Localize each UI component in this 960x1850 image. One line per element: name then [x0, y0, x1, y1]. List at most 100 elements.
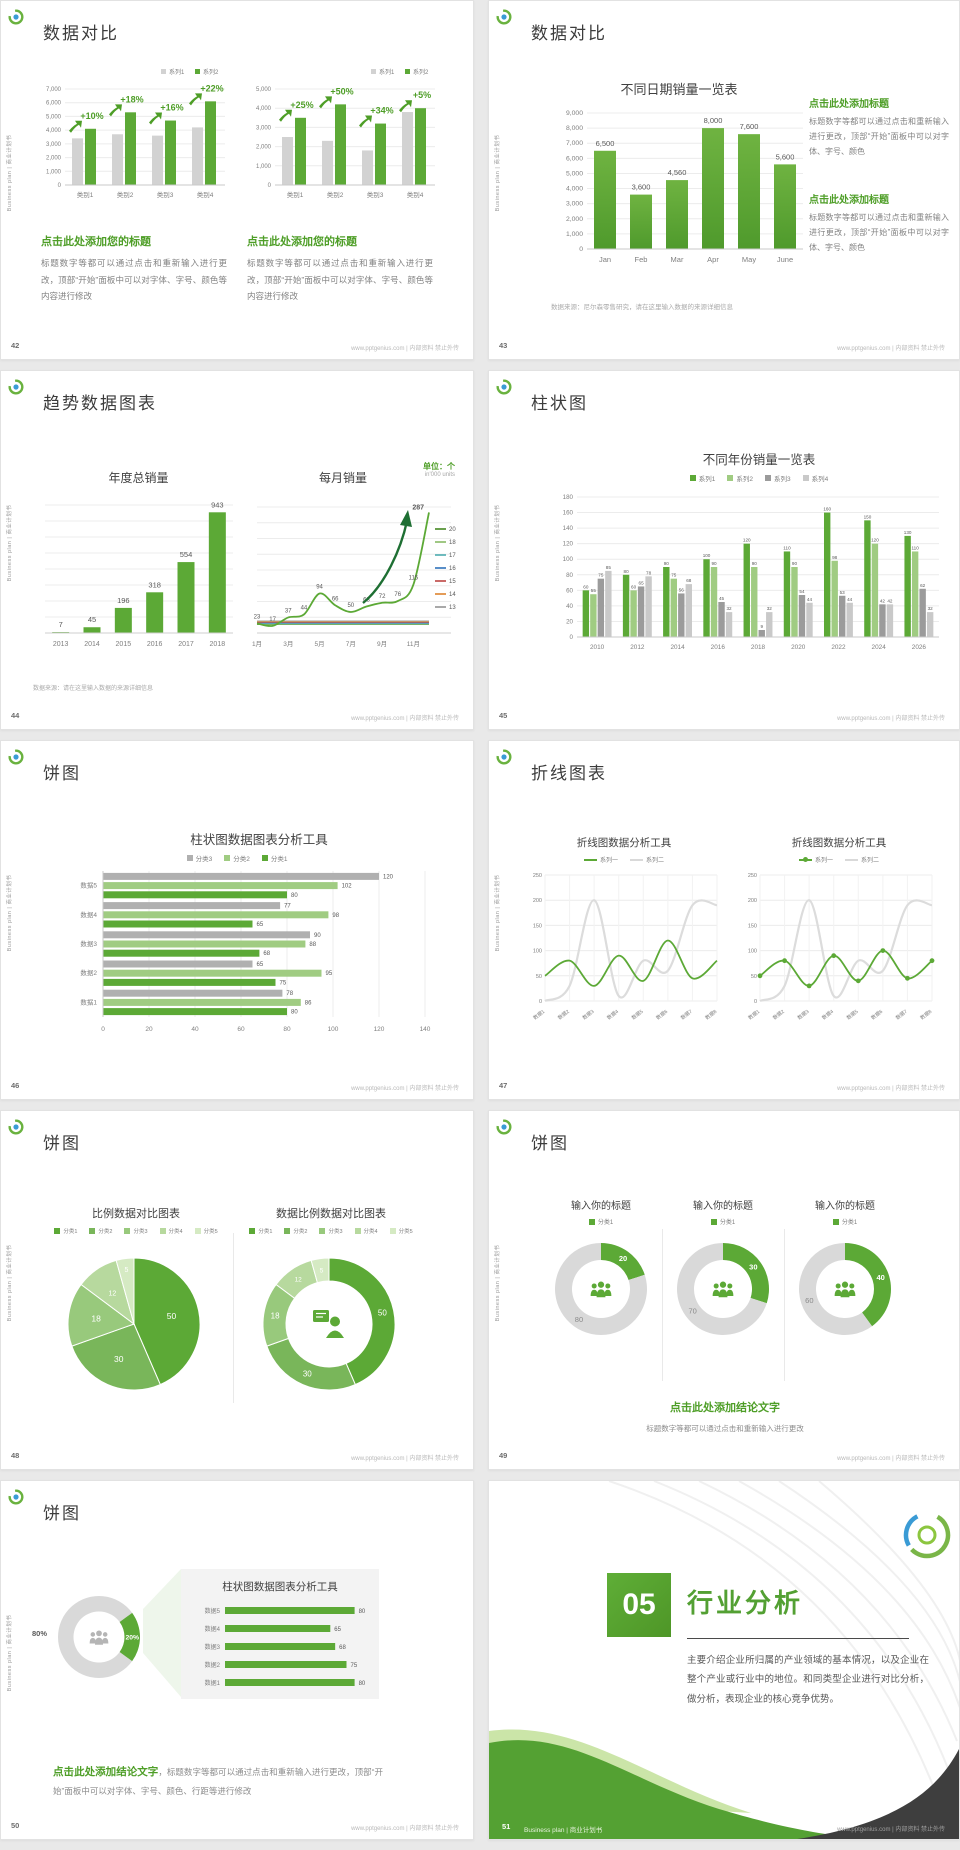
svg-text:8,000: 8,000: [704, 116, 723, 125]
slide-47-preview[interactable]: Business plan | 商业计划书 折线图表 折线图数据分析工具 折线图…: [488, 740, 960, 1100]
svg-text:4,000: 4,000: [46, 128, 62, 134]
svg-text:60: 60: [566, 587, 573, 594]
svg-text:80: 80: [624, 569, 630, 574]
chart-legend: 分类1: [549, 1217, 653, 1226]
svg-text:15: 15: [449, 579, 456, 585]
svg-text:150: 150: [864, 514, 872, 519]
svg-text:68: 68: [263, 951, 270, 957]
slide-50-preview[interactable]: Business plan | 商业计划书 饼图 柱状图数据图表分析工具 20%…: [0, 1480, 474, 1840]
svg-text:65: 65: [639, 580, 645, 585]
svg-text:6,500: 6,500: [596, 139, 615, 148]
slide-49-preview[interactable]: Business plan | 商业计划书 饼图 输入你的标题 输入你的标题 输…: [488, 1110, 960, 1470]
svg-text:数据3: 数据3: [796, 1008, 811, 1022]
watermark-text: www.pptgenius.com | 内部资料 禁止外传: [837, 716, 945, 722]
brand-logo-icon: [496, 1119, 512, 1135]
svg-text:6,000: 6,000: [566, 155, 583, 162]
slide-content: 分类3 分类2 分类1 0 20 40 60 80 100 120 140 数据5 120 102 80 数据…: [1, 741, 473, 1099]
svg-text:4,000: 4,000: [566, 186, 583, 193]
slide-43-preview[interactable]: Business plan | 商业计划书 数据对比 不同日期销量一览表 0 1,…: [488, 0, 960, 360]
slide-51-preview[interactable]: 05 行业分析 主要介绍企业所归属的产业领域的基本情况，以及企业在整个产业或行业…: [488, 1480, 960, 1840]
svg-text:1,000: 1,000: [566, 231, 583, 238]
svg-text:7月: 7月: [346, 640, 356, 648]
svg-text:4,000: 4,000: [256, 106, 272, 112]
svg-text:50: 50: [347, 603, 354, 609]
svg-text:2020: 2020: [791, 644, 806, 651]
bar-chart: 0 1,000 2,000 3,000 4,000 5,000 6,000 7,000 8,00…: [566, 110, 803, 264]
slide-42-preview[interactable]: Business plan | 商业计划书 数据对比 0 1,000 2,000 3,…: [0, 0, 474, 360]
page-number: 46: [11, 1081, 20, 1090]
svg-text:37: 37: [285, 608, 292, 614]
slide-content: 0 1,000 2,000 3,000 4,000 5,000 6,000 7,000 系列1 系…: [1, 1, 473, 359]
svg-text:6,000: 6,000: [46, 101, 62, 107]
chart-title: 比例数据对比图表: [92, 1208, 180, 1220]
svg-text:18: 18: [91, 1313, 101, 1323]
chart-legend: 分类3 分类2 分类1: [87, 853, 387, 863]
chart-panel: 柱状图数据图表分析工具: [181, 1569, 379, 1699]
svg-text:类别3: 类别3: [367, 190, 384, 199]
svg-text:98: 98: [832, 555, 838, 560]
svg-text:120: 120: [374, 1026, 385, 1033]
svg-text:140: 140: [420, 1026, 431, 1033]
svg-text:2016: 2016: [711, 644, 726, 651]
svg-text:90: 90: [314, 933, 321, 939]
svg-text:数据5: 数据5: [80, 881, 97, 890]
svg-text:数据4: 数据4: [205, 1625, 221, 1633]
unit-sublabel: in'000 units: [424, 472, 455, 478]
svg-text:2,000: 2,000: [566, 216, 583, 223]
svg-text:1,000: 1,000: [46, 169, 62, 175]
svg-text:100: 100: [703, 553, 711, 558]
svg-text:50: 50: [751, 974, 757, 980]
svg-text:数据6: 数据6: [655, 1008, 670, 1022]
brand-logo-icon: [8, 1119, 24, 1135]
svg-text:65: 65: [257, 962, 264, 968]
svg-text:287: 287: [412, 504, 424, 511]
slide-content: 7 2013 45 2014 196 2015 318 2016 554 2017 943 2018 2…: [1, 371, 473, 729]
svg-text:100: 100: [563, 556, 574, 563]
svg-text:120: 120: [383, 874, 394, 880]
svg-text:类别4: 类别4: [197, 190, 214, 199]
section-number: 05: [607, 1573, 671, 1637]
donut-gray-label: 80%: [31, 1629, 47, 1638]
line-chart: 0 50 100 150 200 250 数据1 数据2 数据3 数据4 数据5 数据6 数据7 数据8: [747, 873, 935, 1022]
svg-text:3,000: 3,000: [46, 142, 62, 148]
svg-text:75: 75: [280, 980, 287, 986]
svg-text:类别1: 类别1: [77, 190, 94, 199]
svg-text:5: 5: [320, 1268, 324, 1275]
svg-text:+34%: +34%: [370, 106, 393, 116]
svg-text:80: 80: [575, 1315, 583, 1324]
svg-text:类别4: 类别4: [407, 190, 424, 199]
svg-text:数据2: 数据2: [556, 1008, 571, 1022]
svg-text:2010: 2010: [590, 644, 605, 651]
svg-text:68: 68: [686, 578, 692, 583]
donut-chart: 50 30 18 12 5: [262, 1257, 396, 1391]
slide-content: 分类1 20 80 分类1 30 70 分类1 40 60: [489, 1111, 959, 1469]
svg-text:86: 86: [305, 1000, 312, 1006]
svg-text:数据2: 数据2: [205, 1661, 221, 1669]
watermark-text: www.pptgenius.com | 内部资料 禁止外传: [351, 1456, 459, 1462]
slide-48-preview[interactable]: Business plan | 商业计划书 饼图 比例数据对比图表 数据比例数据…: [0, 1110, 474, 1470]
svg-text:数据2: 数据2: [771, 1008, 786, 1022]
svg-text:150: 150: [748, 923, 757, 929]
svg-text:60: 60: [237, 1026, 245, 1033]
page-number: 49: [499, 1451, 508, 1460]
svg-text:40: 40: [191, 1026, 199, 1033]
slide-46-preview[interactable]: Business plan | 商业计划书 饼图 柱状图数据图表分析工具 分类3…: [0, 740, 474, 1100]
watermark-text: www.pptgenius.com | 内部资料 禁止外传: [837, 1086, 945, 1092]
pie-chart: 50 30 18 12 5: [67, 1257, 201, 1391]
svg-text:80: 80: [291, 893, 298, 899]
slide-45-preview[interactable]: Business plan | 商业计划书 柱状图 不同年份销量一览表 系列1 系…: [488, 370, 960, 730]
donut-chart: 30 70: [677, 1243, 769, 1335]
slide-content: 系列一 系列二 0 50 100 150 200 250 数据1 数据2 数据3 数据4 数据5 数据6 数…: [489, 741, 959, 1099]
funnel-shape: [143, 1569, 181, 1697]
svg-text:5,000: 5,000: [566, 170, 583, 177]
svg-text:60: 60: [805, 1296, 813, 1305]
svg-text:12: 12: [295, 1277, 303, 1284]
slide-44-preview[interactable]: Business plan | 商业计划书 趋势数据图表 年度总销量 每月销量 …: [0, 370, 474, 730]
svg-text:+18%: +18%: [120, 94, 143, 104]
svg-text:系列1: 系列1: [379, 68, 395, 76]
svg-text:2016: 2016: [147, 641, 163, 648]
divider-decoration: [489, 1481, 959, 1839]
svg-text:32: 32: [928, 606, 934, 611]
svg-text:2014: 2014: [84, 641, 100, 648]
